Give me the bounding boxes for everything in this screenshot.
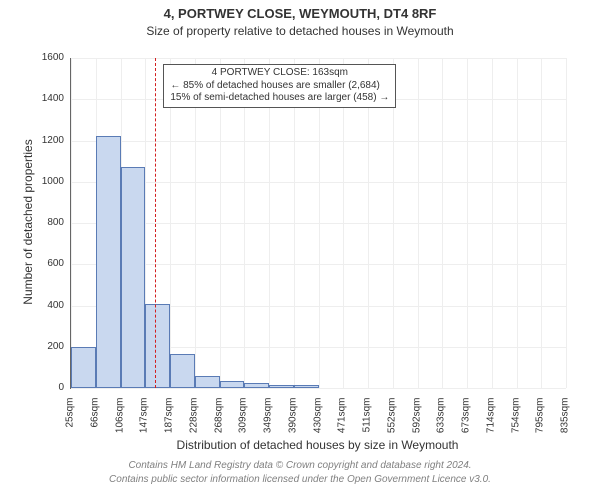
x-tick-label: 349sqm: [263, 398, 274, 448]
x-tick-label: 390sqm: [287, 398, 298, 448]
histogram-bar: [195, 376, 220, 388]
histogram-bar: [170, 354, 195, 388]
histogram-bar: [96, 136, 121, 388]
histogram-bar: [121, 167, 146, 388]
chart-title-line2: Size of property relative to detached ho…: [0, 24, 600, 38]
chart-container: { "titles": { "line1": "4, PORTWEY CLOSE…: [0, 0, 600, 500]
grid-line: [294, 58, 295, 388]
grid-line: [418, 58, 419, 388]
x-tick-label: 66sqm: [89, 398, 100, 448]
x-tick-label: 633sqm: [436, 398, 447, 448]
x-tick-label: 714sqm: [485, 398, 496, 448]
grid-line: [393, 58, 394, 388]
grid-line: [195, 58, 196, 388]
x-tick-label: 471sqm: [337, 398, 348, 448]
x-tick-label: 552sqm: [386, 398, 397, 448]
footer-line1: Contains HM Land Registry data © Crown c…: [0, 460, 600, 471]
x-tick-label: 25sqm: [65, 398, 76, 448]
y-tick-label: 1600: [26, 52, 64, 63]
y-tick-label: 0: [26, 382, 64, 393]
y-tick-label: 1400: [26, 93, 64, 104]
y-tick-label: 200: [26, 341, 64, 352]
x-tick-label: 268sqm: [213, 398, 224, 448]
info-box-line: 4 PORTWEY CLOSE: 163sqm: [170, 67, 389, 80]
y-tick-label: 400: [26, 300, 64, 311]
x-tick-label: 511sqm: [362, 398, 373, 448]
property-info-box: 4 PORTWEY CLOSE: 163sqm← 85% of detached…: [163, 64, 396, 108]
x-tick-label: 228sqm: [188, 398, 199, 448]
footer-line2: Contains public sector information licen…: [0, 474, 600, 485]
x-tick-label: 835sqm: [560, 398, 571, 448]
x-tick-label: 754sqm: [510, 398, 521, 448]
x-tick-label: 430sqm: [312, 398, 323, 448]
grid-line: [566, 58, 567, 388]
histogram-bar: [269, 385, 294, 388]
info-box-line: ← 85% of detached houses are smaller (2,…: [170, 80, 389, 93]
grid-line: [467, 58, 468, 388]
histogram-bar: [294, 385, 319, 388]
histogram-bar: [244, 383, 269, 388]
x-tick-label: 795sqm: [535, 398, 546, 448]
y-tick-label: 800: [26, 217, 64, 228]
grid-line: [71, 58, 72, 388]
grid-line: [269, 58, 270, 388]
grid-line: [343, 58, 344, 388]
grid-line: [319, 58, 320, 388]
y-tick-label: 1000: [26, 176, 64, 187]
grid-line: [368, 58, 369, 388]
grid-line: [442, 58, 443, 388]
histogram-bar: [220, 381, 245, 388]
plot-area: 4 PORTWEY CLOSE: 163sqm← 85% of detached…: [70, 58, 566, 389]
histogram-bar: [71, 347, 96, 388]
x-tick-label: 592sqm: [411, 398, 422, 448]
grid-line: [492, 58, 493, 388]
x-tick-label: 187sqm: [164, 398, 175, 448]
histogram-bar: [145, 304, 170, 388]
x-tick-label: 309sqm: [238, 398, 249, 448]
grid-line: [541, 58, 542, 388]
grid-line: [71, 388, 566, 389]
grid-line: [220, 58, 221, 388]
x-tick-label: 147sqm: [139, 398, 150, 448]
x-tick-label: 673sqm: [461, 398, 472, 448]
info-box-line: 15% of semi-detached houses are larger (…: [170, 92, 389, 105]
y-tick-label: 600: [26, 258, 64, 269]
x-tick-label: 106sqm: [114, 398, 125, 448]
property-marker-line: [155, 58, 156, 388]
grid-line: [244, 58, 245, 388]
chart-title-line1: 4, PORTWEY CLOSE, WEYMOUTH, DT4 8RF: [0, 6, 600, 21]
grid-line: [517, 58, 518, 388]
y-tick-label: 1200: [26, 135, 64, 146]
grid-line: [170, 58, 171, 388]
